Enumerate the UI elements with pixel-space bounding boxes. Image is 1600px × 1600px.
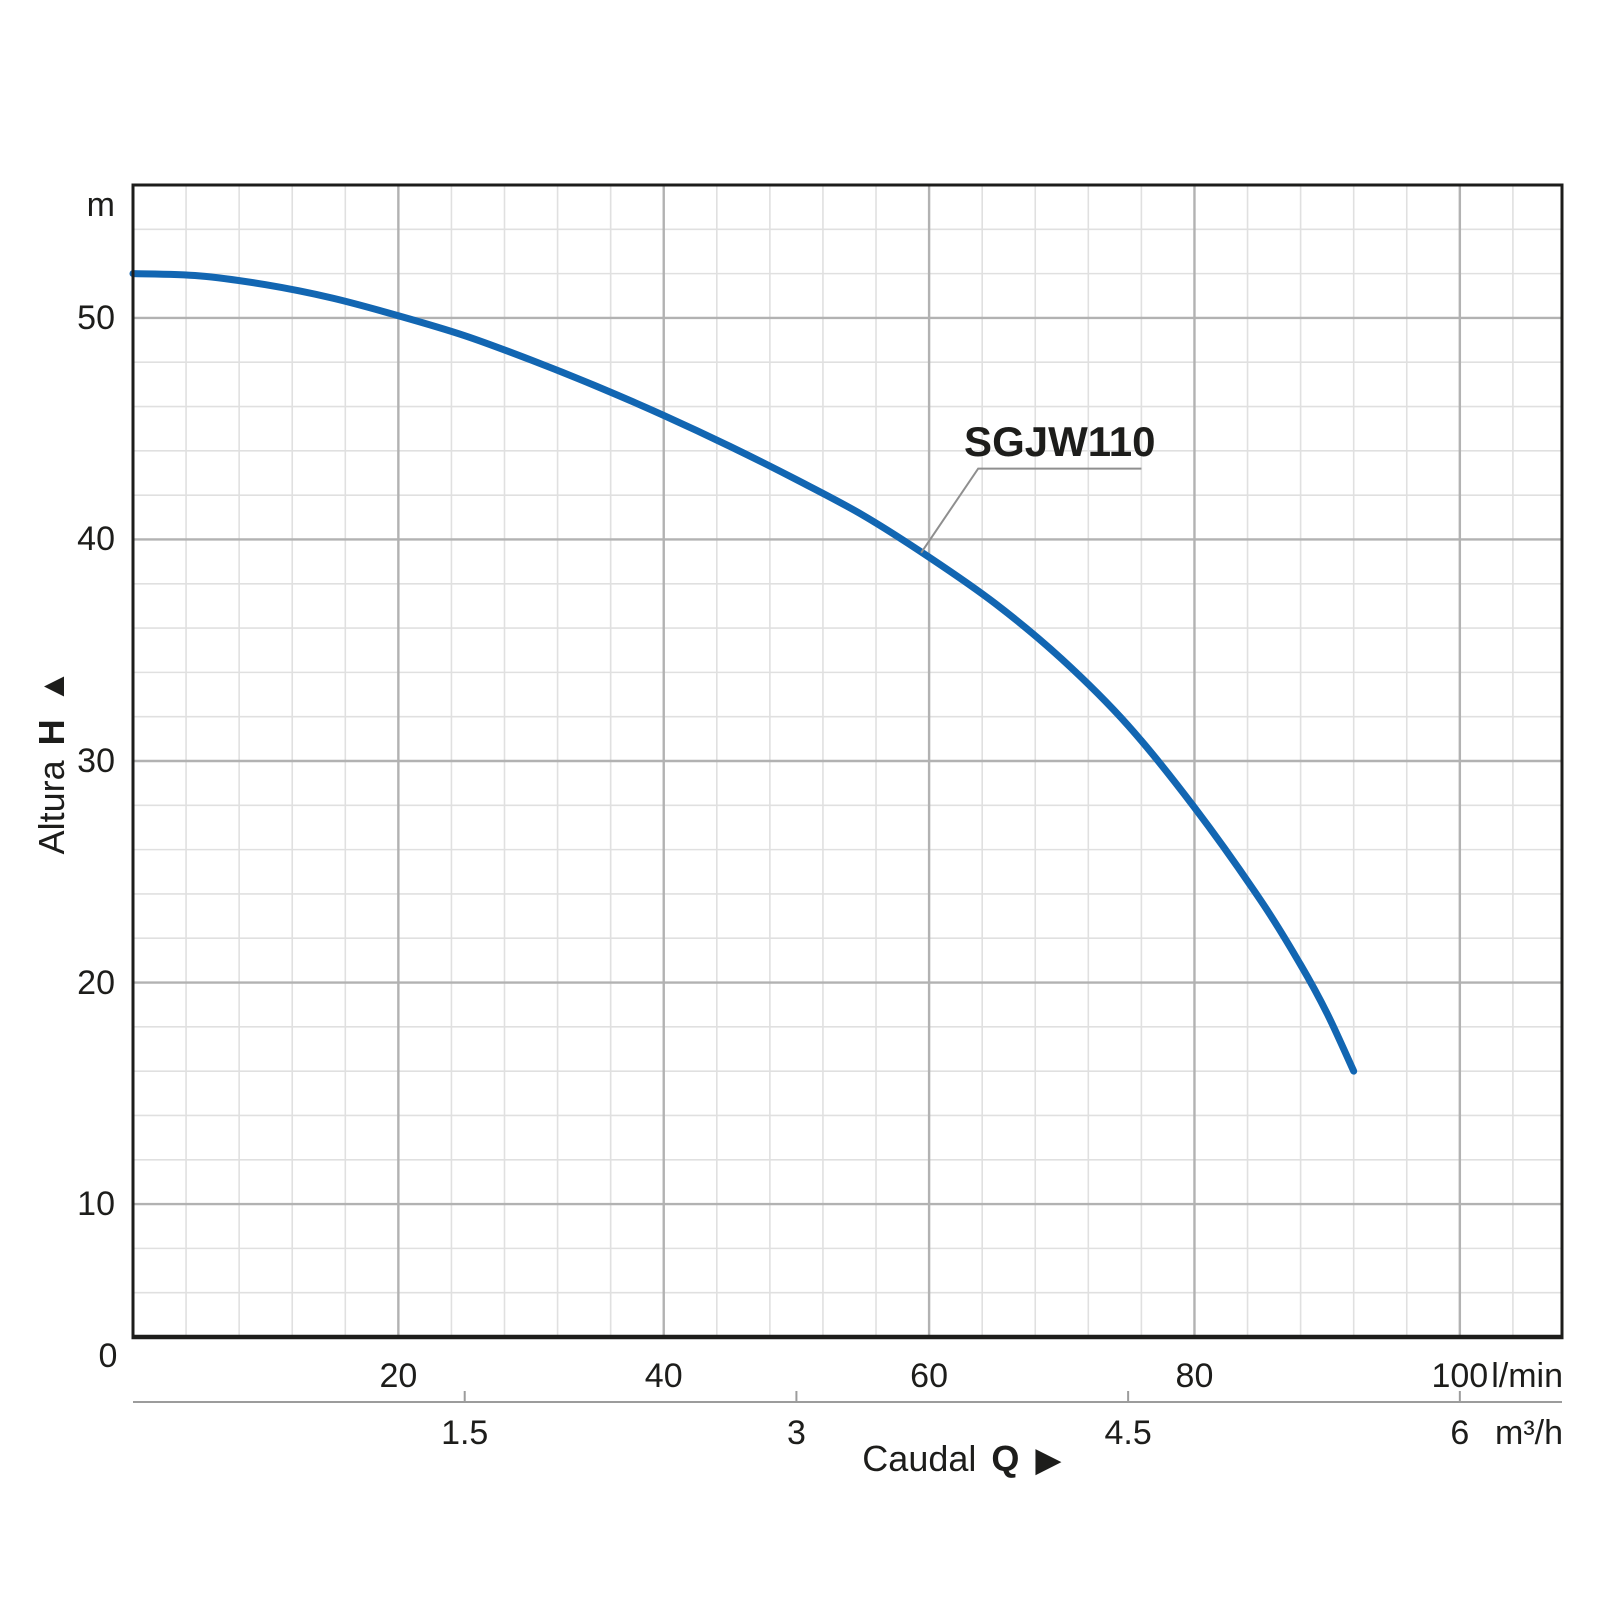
y-axis-tick-label: 30 bbox=[77, 742, 115, 780]
x-axis-tick-label: 100 bbox=[1431, 1357, 1489, 1395]
pump-curve bbox=[129, 270, 1358, 1075]
grid-major bbox=[133, 185, 1562, 1337]
y-axis-tick-label: 40 bbox=[77, 520, 115, 559]
right-triangle-icon: ▶ bbox=[1035, 1440, 1062, 1479]
y-axis-unit-label: m bbox=[86, 186, 115, 224]
x-axis-title-text: Caudal bbox=[862, 1437, 977, 1479]
x-axis-title: Caudal Q ▶ bbox=[862, 1437, 1062, 1479]
x-axis-secondary-tick-label: 6 bbox=[1450, 1414, 1470, 1452]
secondary-axis bbox=[133, 1391, 1562, 1403]
annotation-leader-line bbox=[920, 467, 1142, 554]
x-axis-secondary-unit-label: m³/h bbox=[1495, 1414, 1563, 1452]
y-axis-tick-label: 10 bbox=[77, 1185, 115, 1224]
x-axis-secondary-tick-label: 1.5 bbox=[441, 1414, 489, 1452]
series-label: SGJW110 bbox=[964, 417, 1156, 465]
x-axis-tick-label: 60 bbox=[910, 1357, 949, 1395]
y-axis-tick-label: 50 bbox=[77, 298, 115, 337]
x-axis-symbol: Q bbox=[991, 1437, 1020, 1479]
x-axis-secondary-tick-label: 4.5 bbox=[1104, 1414, 1152, 1452]
y-axis-symbol: H bbox=[30, 719, 72, 746]
y-axis-title: Altura H ▲ bbox=[30, 669, 72, 855]
x-axis-secondary-tick-label: 3 bbox=[786, 1414, 806, 1452]
y-axis-tick-label: 20 bbox=[77, 963, 115, 1002]
plot-border bbox=[131, 183, 1564, 1340]
x-axis-tick-label: 80 bbox=[1175, 1357, 1214, 1395]
y-axis-title-text: Altura bbox=[30, 760, 72, 855]
x-axis-tick-label: 40 bbox=[644, 1357, 683, 1395]
up-triangle-icon: ▲ bbox=[33, 669, 72, 704]
x-axis-origin-label: 0 bbox=[98, 1337, 118, 1375]
x-axis-primary-unit-label: l/min bbox=[1491, 1357, 1563, 1395]
x-axis-tick-label: 20 bbox=[379, 1357, 418, 1395]
